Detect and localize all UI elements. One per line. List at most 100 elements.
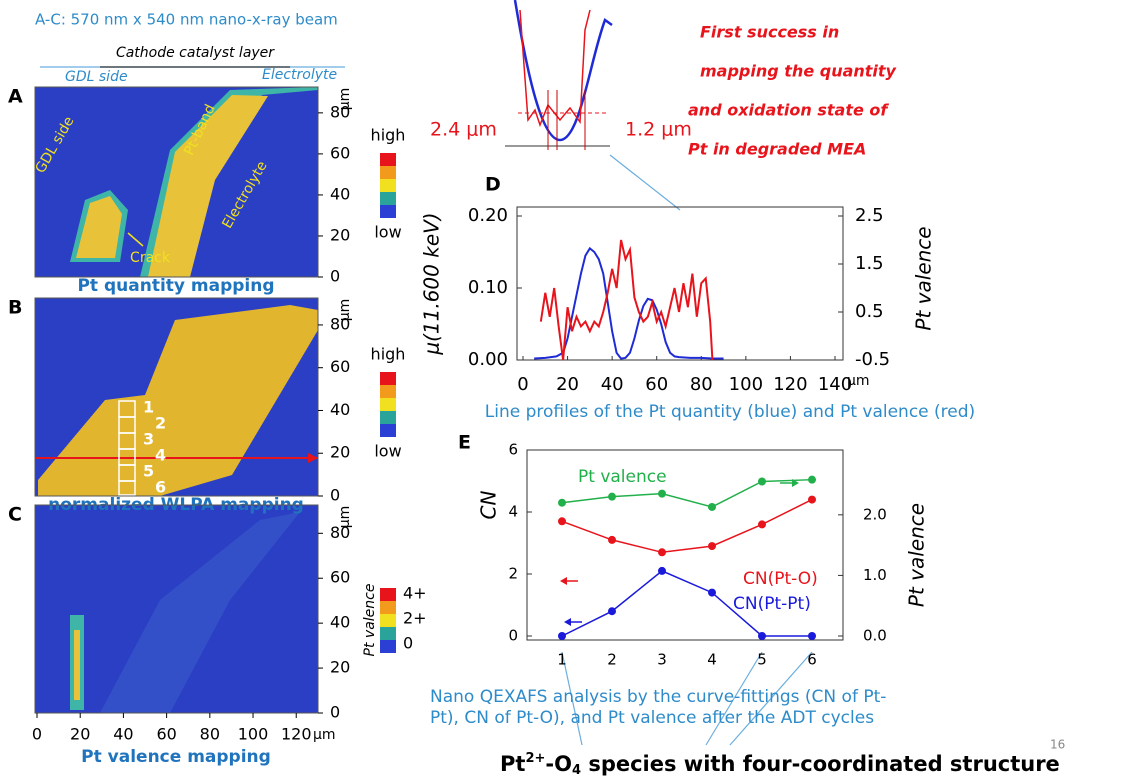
footer-note: Pt2+-O4 species with four-coordinated st… xyxy=(500,751,1060,778)
point xyxy=(558,498,566,507)
chart-caption: Pt), CN of Pt-O), and Pt valence after t… xyxy=(430,708,874,728)
point-label: 3 xyxy=(143,430,154,449)
layer-label: Cathode catalyst layer xyxy=(116,45,275,61)
map-frame xyxy=(34,504,319,714)
headline-line: mapping the quantity xyxy=(700,62,897,81)
panel-letter: E xyxy=(458,432,471,454)
point xyxy=(808,475,816,484)
point xyxy=(708,542,716,551)
y-tick-label: 20 xyxy=(330,443,350,462)
point xyxy=(658,566,666,575)
y2-axis-label: Pt valence xyxy=(905,503,929,607)
map-frame xyxy=(34,297,319,497)
point xyxy=(758,520,766,529)
x-tick-label: 40 xyxy=(113,725,133,744)
y-tick-label: 80 xyxy=(330,314,350,333)
plot-frame xyxy=(516,206,844,361)
footer-part: species with four-coordinated structure xyxy=(581,752,1060,776)
x-tick-label: 20 xyxy=(70,725,90,744)
map-caption: Pt valence mapping xyxy=(81,747,271,767)
y2-tick-label: 1.5 xyxy=(855,253,884,274)
x-tick-label: 140 xyxy=(818,374,852,395)
axis-unit: μm xyxy=(313,727,336,743)
chart-caption: Nano QEXAFS analysis by the curve-fittin… xyxy=(430,687,886,707)
x-tick-label: 80 xyxy=(200,725,220,744)
plot-frame xyxy=(526,449,844,641)
y-tick-label: 2 xyxy=(508,565,518,583)
color-scale xyxy=(380,153,396,653)
x-axis-label: μm xyxy=(847,373,870,389)
series-label: Pt valence xyxy=(578,467,667,487)
point xyxy=(608,535,616,544)
legend-label: 0 xyxy=(403,634,413,653)
footer-part: 4 xyxy=(572,763,581,778)
y-tick-label: 0 xyxy=(330,486,340,505)
legend-label: high xyxy=(371,345,406,364)
x-tick-label: 2 xyxy=(607,651,617,669)
pointer-lines xyxy=(561,651,813,746)
point xyxy=(758,632,766,640)
legend-label: low xyxy=(374,223,401,242)
panel-letter: D xyxy=(485,174,501,196)
y-tick-label: 40 xyxy=(330,184,350,203)
point xyxy=(758,477,766,486)
legend-label: high xyxy=(371,126,406,145)
y-tick-label: 0 xyxy=(330,703,340,722)
series-label: CN(Pt-O) xyxy=(743,569,818,589)
legend-label: 2+ xyxy=(403,609,427,628)
y-tick-label: 40 xyxy=(330,613,350,632)
y-tick-label: 0.10 xyxy=(468,277,508,298)
panel-letter: B xyxy=(8,297,22,319)
y-tick-label: 4 xyxy=(508,503,518,521)
axis-unit: μm xyxy=(337,506,353,529)
y2-tick-label: 1.0 xyxy=(863,566,887,584)
map-image xyxy=(35,298,318,496)
point xyxy=(558,632,566,640)
y2-tick-label: 2.5 xyxy=(855,205,884,226)
page-number: 16 xyxy=(1050,738,1065,752)
x-tick-label: 60 xyxy=(645,374,668,395)
x-tick-label: 120 xyxy=(281,725,312,744)
headline-line: First success in xyxy=(700,23,839,42)
point xyxy=(708,502,716,511)
headline: First success in mapping the quantity an… xyxy=(688,23,897,159)
point-label: 4 xyxy=(155,446,166,465)
legend-title: Pt valence xyxy=(362,584,378,657)
legend-label: low xyxy=(374,442,401,461)
x-tick-label: 0 xyxy=(517,374,528,395)
series-line xyxy=(534,246,724,360)
y2-tick-label: 2.0 xyxy=(863,505,887,523)
point xyxy=(658,489,666,498)
x-tick-label: 20 xyxy=(556,374,579,395)
series-line xyxy=(561,498,813,554)
y-tick-label: 20 xyxy=(330,225,350,244)
x-tick-label: 4 xyxy=(707,651,717,669)
point-label: 6 xyxy=(155,478,166,497)
y-axis-label: μ(11.600 keV) xyxy=(420,212,444,355)
y-tick-label: 60 xyxy=(330,357,350,376)
panel-letter: C xyxy=(8,504,22,526)
point xyxy=(608,607,616,616)
point xyxy=(608,492,616,501)
y-tick-label: 0 xyxy=(330,267,340,286)
x-tick-label: 1 xyxy=(557,651,567,669)
x-tick-label: 3 xyxy=(657,651,667,669)
x-tick-label: 100 xyxy=(729,374,763,395)
headline-line: and oxidation state of xyxy=(688,101,889,120)
crack-arrow xyxy=(127,232,144,247)
y-tick-label: 6 xyxy=(508,441,518,459)
axis-unit: μm xyxy=(337,299,353,322)
point xyxy=(808,632,816,640)
inset-profile xyxy=(505,0,681,211)
footer-part: Pt xyxy=(500,752,525,776)
y-axis-label: CN xyxy=(477,491,501,520)
map-annotation: Crack xyxy=(130,250,171,266)
headline-line: Pt in degraded MEA xyxy=(688,140,866,159)
inset-label: 2.4 μm xyxy=(430,119,497,141)
point-label: 1 xyxy=(143,398,154,417)
footer-part: 2+ xyxy=(525,751,545,766)
map-frame xyxy=(34,86,319,278)
y-tick-label: 0.20 xyxy=(468,205,508,226)
layer-label: GDL side xyxy=(65,69,128,85)
map-caption: Pt quantity mapping xyxy=(77,276,274,296)
